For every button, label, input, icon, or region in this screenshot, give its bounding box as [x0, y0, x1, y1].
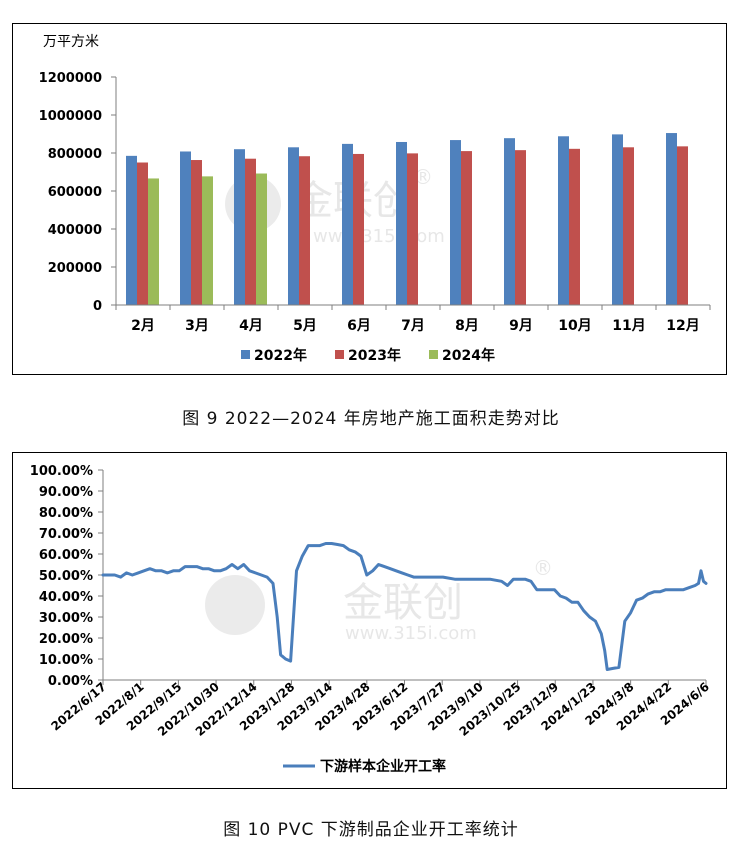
- y-tick-label: 10.00%: [39, 653, 93, 668]
- watermark-logo-icon: [205, 575, 265, 635]
- x-tick-label: 7月: [401, 318, 425, 334]
- y-tick-label: 400000: [48, 223, 102, 238]
- bar-2023年-11月: [623, 147, 634, 305]
- y-axis-tick-labels: 0.00% 10.00% 20.00% 30.00% 40.00% 50.00% 60.00…: [30, 464, 103, 689]
- series-line-path: [101, 542, 708, 671]
- bars: [126, 133, 688, 305]
- bar-2022年-8月: [450, 140, 461, 305]
- line-chart-panel: 金联创 ® www.315i.com 0.00% 10.00% 20.00% 30.0…: [12, 452, 727, 789]
- y-tick-label: 50.00%: [39, 569, 93, 584]
- y-tick-label: 100.00%: [30, 464, 93, 479]
- bar-2022年-11月: [612, 134, 623, 305]
- x-tick-label: 4月: [239, 318, 263, 334]
- y-tick-label: 1200000: [39, 71, 102, 86]
- y-tick-label: 1000000: [39, 109, 102, 124]
- bar-2022年-7月: [396, 141, 407, 305]
- x-tick-label: 2月: [131, 318, 155, 334]
- y-tick-label: 0.00%: [48, 674, 93, 689]
- watermark: 金联创 ® www.315i.com: [205, 556, 553, 644]
- bar-2023年-10月: [569, 148, 580, 305]
- bar-2023年-5月: [299, 156, 310, 305]
- bar-2024年-3月: [202, 176, 213, 305]
- bar-2022年-9月: [504, 138, 515, 305]
- y-tick-label: 80.00%: [39, 506, 93, 521]
- y-tick-label: 40.00%: [39, 590, 93, 605]
- operating-rate-line-chart: 金联创 ® www.315i.com 0.00% 10.00% 20.00% 30.0…: [30, 464, 712, 775]
- x-tick-label: 5月: [293, 318, 317, 334]
- x-tick-label: 9月: [509, 318, 533, 334]
- bar-2022年-12月: [666, 133, 677, 305]
- bar-2023年-4月: [245, 158, 256, 305]
- bar-2024年-2月: [148, 178, 159, 305]
- y-tick-label: 70.00%: [39, 527, 93, 542]
- figure-9-caption: 图 9 2022—2024 年房地产施工面积走势对比: [182, 409, 560, 429]
- bar-2023年-9月: [515, 150, 526, 305]
- bar-2023年-6月: [353, 153, 364, 305]
- y-tick-label: 30.00%: [39, 611, 93, 626]
- y-axis-unit-label: 万平方米: [43, 34, 99, 50]
- y-tick-label: 60.00%: [39, 548, 93, 563]
- y-tick-label: 20.00%: [39, 632, 93, 647]
- bar-2023年-8月: [461, 151, 472, 305]
- bar-2022年-6月: [342, 143, 353, 305]
- watermark-registered-mark: ®: [533, 556, 553, 580]
- bar-chart-panel: 金联创 ® www.315i.com 万平方米 0200000400000600…: [12, 23, 727, 375]
- bar-2024年-4月: [256, 173, 267, 305]
- x-tick-label: 10月: [558, 318, 591, 334]
- legend-label: 2022年: [254, 347, 307, 364]
- y-tick-label: 200000: [48, 261, 102, 276]
- legend-swatch-2024年: [429, 350, 438, 359]
- bar-2022年-10月: [558, 136, 569, 305]
- legend: 下游样本企业开工率: [283, 758, 446, 775]
- bar-2023年-3月: [191, 160, 202, 305]
- x-tick-label: 8月: [455, 318, 479, 334]
- legend-label: 2024年: [442, 347, 495, 364]
- series-line: [101, 542, 708, 671]
- x-tick-label: 3月: [185, 318, 209, 334]
- x-tick-label: 12月: [666, 318, 699, 334]
- bar-2023年-2月: [137, 162, 148, 305]
- watermark-url: www.315i.com: [345, 623, 477, 644]
- figure-10-caption: 图 10 PVC 下游制品企业开工率统计: [223, 820, 519, 840]
- watermark-url: www.315i.com: [313, 226, 445, 247]
- bar-2022年-3月: [180, 151, 191, 305]
- legend-label: 2023年: [348, 347, 401, 364]
- y-tick-label: 800000: [48, 147, 102, 162]
- x-tick-label: 6月: [347, 318, 371, 334]
- legend-swatch-2022年: [241, 350, 250, 359]
- y-tick-label: 600000: [48, 185, 102, 200]
- legend: 2022年 2023年 2024年: [241, 347, 495, 364]
- y-axis-tick-labels: 0 200000 400000 600000 800000 1000000 1200000: [39, 71, 116, 314]
- bar-2022年-5月: [288, 147, 299, 305]
- axes: [115, 77, 710, 306]
- x-axis-tick-labels: 2022/6/172022/8/12022/9/152022/10/302022…: [48, 680, 711, 739]
- y-tick-label: 0: [93, 299, 102, 314]
- bar-2023年-12月: [677, 146, 688, 305]
- bar-2022年-4月: [234, 149, 245, 305]
- x-tick-label: 11月: [612, 318, 645, 334]
- construction-area-bar-chart: 金联创 ® www.315i.com 万平方米 0200000400000600…: [39, 34, 711, 364]
- legend-swatch-2023年: [335, 350, 344, 359]
- bar-2022年-2月: [126, 155, 137, 305]
- bar-2023年-7月: [407, 153, 418, 305]
- watermark-brand: 金联创: [343, 580, 463, 626]
- x-axis-tick-labels: 2月 3月 4月 5月 6月 7月 8月 9月 10月 11月 12月: [115, 305, 711, 334]
- y-tick-label: 90.00%: [39, 485, 93, 500]
- legend-label: 下游样本企业开工率: [320, 758, 446, 775]
